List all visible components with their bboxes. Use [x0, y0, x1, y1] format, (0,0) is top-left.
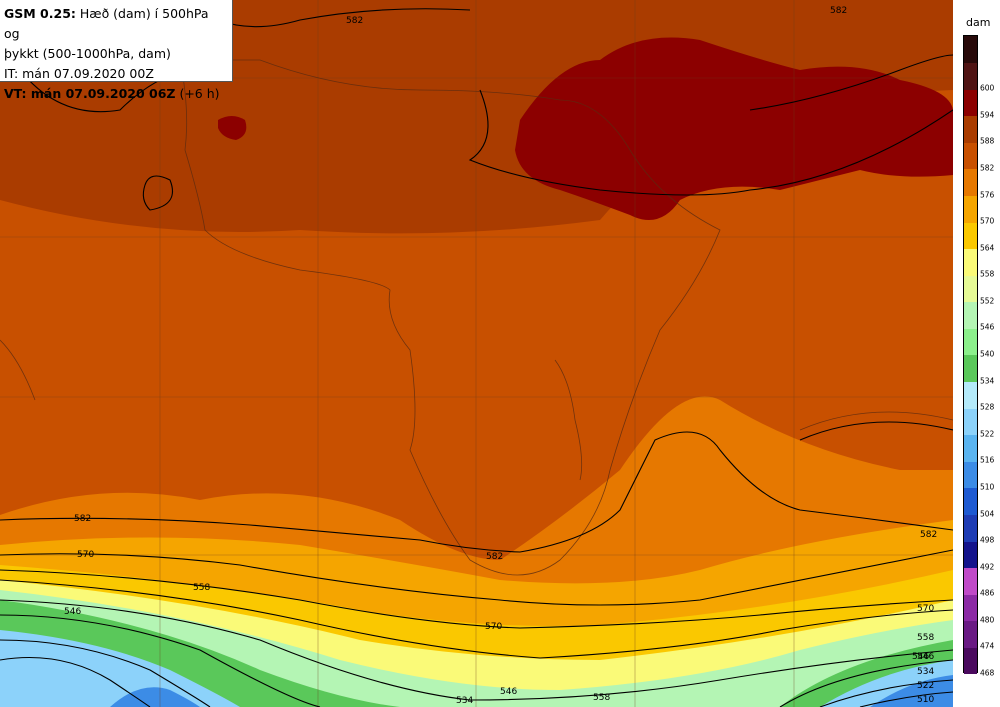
colorbar-segment [964, 514, 977, 542]
contour-label: 558 [593, 693, 610, 703]
contour-labels: 582 582 582 570 558 546 570 546 534 546 … [64, 6, 937, 706]
colorbar-segment [964, 328, 977, 356]
model-name: GSM 0.25: [4, 6, 76, 21]
colorbar-tick-label: 552 [980, 296, 995, 306]
contour-label: 546 [912, 652, 929, 662]
colorbar [963, 35, 978, 675]
colorbar-segment [964, 647, 977, 675]
colorbar-segment [964, 222, 977, 250]
colorbar-segment [964, 408, 977, 436]
colorbar-segment [964, 36, 977, 64]
colorbar-tick-label: 474 [980, 641, 995, 651]
colorbar-tick-label: 504 [980, 509, 995, 518]
colorbar-segment [964, 89, 977, 117]
colorbar-tick-label: 570 [980, 216, 995, 226]
colorbar-tick-label: 492 [980, 562, 995, 572]
title-text: Hæð (dam) í 500hPa og [4, 6, 209, 41]
contour-label: 582 [74, 514, 91, 524]
contour-label: 582 [830, 6, 847, 16]
contour-label: 522 [917, 681, 934, 691]
colorbar-segment [964, 487, 977, 515]
colorbar-segment [964, 62, 977, 90]
contour-label: 546 [64, 607, 81, 617]
contour-label: 570 [77, 550, 94, 560]
contour-label: 546 [500, 687, 517, 697]
colorbar-segment [964, 620, 977, 648]
colorbar-segment [964, 567, 977, 595]
colorbar-tick-label: 522 [980, 429, 995, 439]
colorbar-segment [964, 541, 977, 569]
colorbar-tick-label: 468 [980, 668, 995, 678]
colorbar-tick-label: 588 [980, 136, 995, 146]
colorbar-tick-label: 486 [980, 588, 995, 598]
height-contours [0, 0, 953, 707]
colorbar-tick-label: 498 [980, 535, 995, 545]
colorbar-tick-label: 528 [980, 402, 995, 412]
contour-label: 510 [917, 695, 934, 705]
contour-label: 534 [456, 696, 473, 706]
colorbar-segment [964, 594, 977, 622]
band-504 [110, 687, 200, 707]
colorbar-tick-label: 480 [980, 615, 995, 625]
colorbar-tick-label: 534 [980, 376, 995, 386]
contour-label: 582 [920, 530, 937, 540]
colorbar-segment [964, 168, 977, 196]
colorbar-tick-label: 516 [980, 455, 995, 465]
valid-time: VT: mán 07.09.2020 06Z [4, 86, 176, 101]
contour-label: 582 [486, 552, 503, 562]
colorbar-tick-label: 510 [980, 482, 995, 492]
contour-label: 582 [346, 16, 363, 26]
contour-label: 558 [917, 633, 934, 643]
dark-spot-sahara [218, 116, 247, 140]
map-info-box: GSM 0.25: Hæð (dam) í 500hPa og þykkt (5… [0, 0, 233, 101]
colorbar-segment [964, 248, 977, 276]
coastlines [0, 59, 953, 576]
title-line-2: þykkt (500-1000hPa, dam) [4, 46, 171, 61]
contour-label: 558 [193, 583, 210, 593]
colorbar-tick-label: 594 [980, 110, 995, 120]
colorbar-segment [964, 434, 977, 462]
colorbar-unit: dam [966, 16, 991, 29]
colorbar-tick-label: 582 [980, 163, 995, 173]
weather-map: 582 582 582 570 558 546 570 546 534 546 … [0, 0, 953, 707]
colorbar-segment [964, 115, 977, 143]
darkest-region-arabia [515, 37, 953, 220]
colorbar-segment [964, 461, 977, 489]
colorbar-tick-label: 540 [980, 349, 995, 359]
colorbar-segment [964, 275, 977, 303]
contour-label: 534 [917, 667, 934, 677]
init-time: IT: mán 07.09.2020 00Z [4, 66, 154, 81]
colorbar-segment [964, 142, 977, 170]
colorbar-tick-label: 564 [980, 243, 995, 253]
contour-label: 570 [917, 604, 934, 614]
colorbar-tick-label: 576 [980, 190, 995, 199]
valid-offset: (+6 h) [179, 86, 220, 101]
colorbar-segment [964, 301, 977, 329]
band-504-east [870, 675, 953, 707]
colorbar-segment [964, 381, 977, 409]
contour-label: 570 [485, 622, 502, 632]
colorbar-tick-label: 600 [980, 83, 995, 93]
lat-lon-grid [0, 0, 953, 707]
colorbar-segment [964, 195, 977, 223]
colorbar-tick-label: 558 [980, 269, 995, 279]
colorbar-segment [964, 355, 977, 383]
contour-label: 546 [917, 652, 934, 662]
colorbar-tick-label: 546 [980, 322, 995, 332]
